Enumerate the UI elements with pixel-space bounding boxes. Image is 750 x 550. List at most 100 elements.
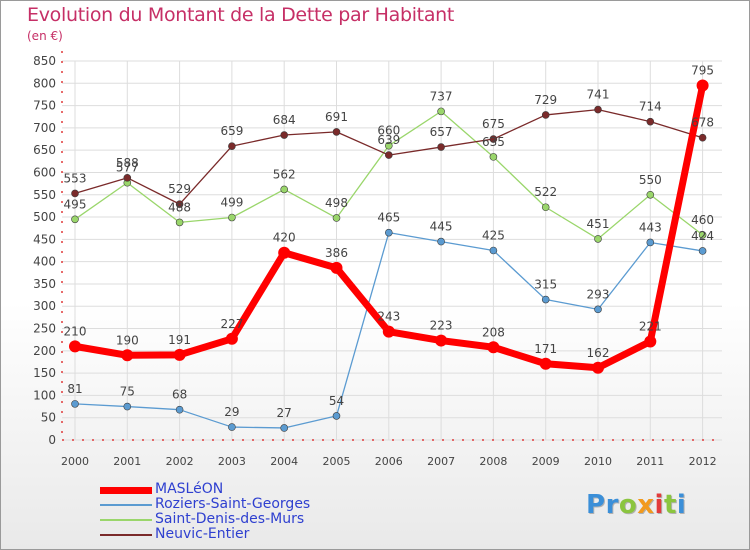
x-tick-label: 2012 bbox=[689, 455, 717, 468]
y-tick-label: 50 bbox=[41, 411, 56, 425]
y-tick-label: 150 bbox=[33, 366, 56, 380]
data-label: 550 bbox=[639, 173, 662, 187]
legend: MASLéON Roziers-Saint-Georges Saint-Denis-… bbox=[100, 481, 360, 542]
data-label: 678 bbox=[691, 116, 714, 130]
legend-label: Roziers-Saint-Georges bbox=[155, 496, 311, 512]
data-point bbox=[435, 334, 448, 347]
data-label: 691 bbox=[325, 110, 348, 124]
y-tick-label: 250 bbox=[33, 322, 56, 336]
data-label: 227 bbox=[220, 317, 243, 331]
data-point bbox=[225, 332, 238, 345]
x-tick-label: 2002 bbox=[166, 455, 194, 468]
data-point bbox=[698, 231, 707, 239]
data-label: 522 bbox=[534, 185, 557, 199]
y-tick-label: 200 bbox=[33, 344, 56, 358]
data-point bbox=[541, 111, 550, 119]
data-point bbox=[437, 107, 445, 116]
data-point bbox=[175, 405, 184, 414]
data-point bbox=[280, 185, 289, 194]
data-label: 243 bbox=[377, 310, 400, 324]
data-label: 210 bbox=[64, 324, 87, 338]
x-tick-label: 2001 bbox=[113, 455, 141, 468]
x-tick-label: 2005 bbox=[323, 455, 351, 468]
data-label: 741 bbox=[587, 88, 610, 102]
logo-letter: x bbox=[637, 490, 655, 520]
y-tick-label: 100 bbox=[33, 388, 56, 402]
data-label: 54 bbox=[329, 394, 344, 408]
unit-label: (en €) bbox=[27, 29, 63, 43]
legend-label: MASLéON bbox=[155, 481, 224, 497]
data-point bbox=[592, 361, 604, 374]
data-label: 588 bbox=[116, 156, 139, 170]
data-point bbox=[696, 79, 709, 92]
data-point bbox=[71, 189, 79, 198]
legend-item: Saint-Denis-des-Murs bbox=[100, 511, 360, 527]
data-point bbox=[437, 143, 445, 151]
data-label: 488 bbox=[168, 200, 191, 214]
data-label: 223 bbox=[430, 319, 453, 333]
data-label: 162 bbox=[587, 346, 610, 360]
legend-item: Neuvic-Entier bbox=[100, 526, 360, 542]
data-label: 737 bbox=[430, 89, 453, 103]
data-label: 465 bbox=[377, 211, 400, 225]
data-point bbox=[278, 246, 291, 259]
data-point bbox=[384, 141, 393, 150]
data-point bbox=[332, 412, 341, 420]
data-label: 68 bbox=[172, 388, 187, 402]
data-label: 659 bbox=[220, 124, 243, 138]
x-tick-label: 2011 bbox=[636, 455, 664, 468]
proxiti-logo: Proxiti bbox=[586, 490, 686, 520]
data-label: 657 bbox=[430, 125, 453, 139]
data-label: 495 bbox=[64, 197, 87, 211]
legend-swatch bbox=[100, 534, 152, 536]
y-tick-label: 650 bbox=[33, 143, 56, 157]
legend-item: MASLéON bbox=[100, 481, 360, 497]
data-label: 460 bbox=[691, 213, 714, 227]
data-point bbox=[228, 213, 236, 222]
data-point bbox=[382, 325, 395, 338]
data-point bbox=[594, 235, 602, 243]
data-point bbox=[71, 400, 79, 408]
data-point bbox=[541, 295, 550, 304]
data-label: 795 bbox=[691, 64, 714, 78]
y-tick-label: 400 bbox=[33, 255, 56, 269]
data-point bbox=[644, 335, 657, 348]
data-label: 675 bbox=[482, 117, 505, 131]
legend-swatch bbox=[100, 519, 152, 521]
data-label: 443 bbox=[639, 220, 662, 234]
data-label: 75 bbox=[120, 385, 135, 399]
data-point bbox=[332, 128, 341, 136]
data-label: 81 bbox=[67, 382, 82, 396]
y-tick-label: 700 bbox=[33, 121, 56, 135]
logo-letter: o bbox=[618, 490, 638, 520]
data-label: 562 bbox=[273, 167, 296, 181]
data-point bbox=[69, 340, 81, 353]
data-label: 27 bbox=[277, 406, 292, 420]
logo-letter: t bbox=[663, 490, 677, 520]
x-tick-label: 2006 bbox=[375, 455, 403, 468]
logo-letter: r bbox=[605, 490, 619, 520]
data-label: 386 bbox=[325, 246, 348, 260]
data-label: 191 bbox=[168, 333, 191, 347]
legend-swatch bbox=[100, 504, 152, 506]
data-label: 29 bbox=[224, 405, 239, 419]
data-label: 498 bbox=[325, 196, 348, 210]
y-tick-label: 850 bbox=[33, 54, 56, 68]
data-label: 445 bbox=[430, 220, 453, 234]
data-point bbox=[487, 341, 500, 354]
data-point bbox=[280, 424, 289, 432]
data-point bbox=[594, 305, 602, 314]
data-point bbox=[228, 423, 236, 431]
y-tick-label: 450 bbox=[33, 232, 56, 246]
x-tick-label: 2000 bbox=[61, 455, 89, 468]
y-tick-label: 0 bbox=[48, 433, 56, 447]
data-point bbox=[175, 200, 184, 208]
y-tick-label: 550 bbox=[33, 188, 56, 202]
data-label: 425 bbox=[482, 229, 505, 243]
x-tick-label: 2010 bbox=[584, 455, 612, 468]
data-point bbox=[175, 218, 184, 227]
data-point bbox=[646, 117, 655, 126]
data-label: 553 bbox=[64, 171, 87, 185]
data-point bbox=[539, 357, 552, 370]
